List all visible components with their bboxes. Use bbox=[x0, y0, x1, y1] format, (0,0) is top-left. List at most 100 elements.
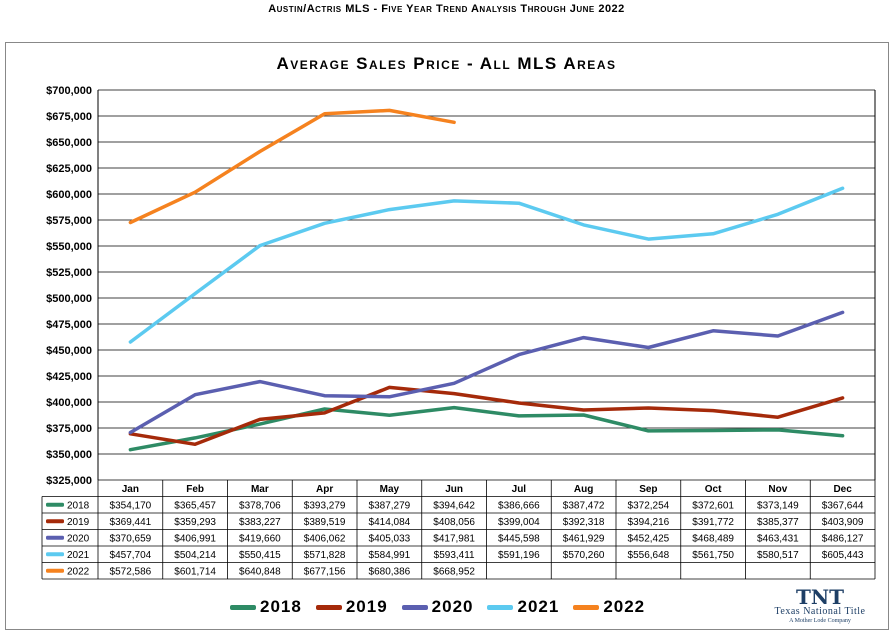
legend-item-2022: 2022 bbox=[573, 597, 645, 617]
y-tick-label: $575,000 bbox=[46, 215, 92, 227]
table-cell: $394,216 bbox=[628, 517, 670, 528]
table-cell: $593,411 bbox=[434, 550, 475, 561]
table-cell: $504,214 bbox=[174, 550, 216, 561]
legend-swatch bbox=[230, 604, 256, 610]
table-cell: $584,991 bbox=[369, 550, 411, 561]
table-cell: $365,457 bbox=[174, 501, 216, 512]
x-tick-label: Mar bbox=[251, 484, 269, 495]
x-tick-label: Apr bbox=[316, 484, 333, 495]
table-cell: $591,196 bbox=[498, 550, 540, 561]
legend-label: 2021 bbox=[517, 597, 560, 616]
x-tick-label: Nov bbox=[768, 484, 787, 495]
table-cell: $367,644 bbox=[822, 501, 864, 512]
table-cell: $668,952 bbox=[433, 567, 475, 578]
legend-label: 2018 bbox=[260, 597, 302, 616]
table-cell: $372,254 bbox=[628, 501, 670, 512]
table-cell: $406,062 bbox=[304, 534, 346, 545]
table-cell: $387,279 bbox=[369, 501, 411, 512]
company-logo: TNT Texas National Title A Mother Lode C… bbox=[765, 585, 875, 625]
data-table: Jan Feb Mar Apr May Jun Jul Aug Sep Oct Nov Dec 2018… bbox=[41, 480, 876, 580]
table-cell: $386,666 bbox=[498, 501, 540, 512]
y-tick-label: $675,000 bbox=[46, 111, 92, 123]
series-line-2022 bbox=[128, 108, 456, 225]
table-cell: $417,981 bbox=[433, 534, 475, 545]
table-cell: $601,714 bbox=[174, 567, 216, 578]
y-tick-label: $600,000 bbox=[46, 189, 92, 201]
legend-swatch bbox=[573, 604, 600, 610]
table-row-swatch-2020 bbox=[46, 535, 64, 540]
table-cell: $414,084 bbox=[369, 517, 411, 528]
table-cell: $373,149 bbox=[757, 501, 799, 512]
chart-frame bbox=[5, 42, 889, 630]
table-cell: $392,318 bbox=[563, 517, 605, 528]
table-cell: $461,929 bbox=[563, 534, 605, 545]
table-row-label: 2019 bbox=[67, 517, 90, 528]
table-row-label: 2020 bbox=[67, 534, 90, 545]
legend-item-2020: 2020 bbox=[401, 597, 474, 617]
table-cell: $463,431 bbox=[757, 534, 799, 545]
table-cell: $640,848 bbox=[239, 567, 281, 578]
table-cell: $570,260 bbox=[563, 550, 605, 561]
legend-swatch bbox=[487, 604, 514, 610]
table-cell: $391,772 bbox=[692, 517, 734, 528]
table-cell: $354,170 bbox=[110, 501, 152, 512]
y-tick-label: $550,000 bbox=[46, 241, 92, 253]
chart-grid bbox=[97, 89, 876, 481]
table-row-label: 2018 bbox=[67, 501, 90, 512]
y-tick-label: $375,000 bbox=[46, 423, 92, 435]
legend-label: 2020 bbox=[431, 597, 474, 616]
table-cell: $387,472 bbox=[563, 501, 605, 512]
y-tick-label: $525,000 bbox=[46, 267, 92, 279]
x-tick-label: May bbox=[380, 484, 400, 495]
y-tick-label: $325,000 bbox=[46, 475, 92, 487]
legend-item-2018: 2018 bbox=[230, 597, 302, 617]
table-cell: $452,425 bbox=[628, 534, 670, 545]
x-tick-label: Feb bbox=[186, 484, 204, 495]
x-tick-label: Sep bbox=[639, 484, 657, 495]
table-row-label: 2021 bbox=[67, 550, 90, 561]
y-tick-label: $500,000 bbox=[46, 293, 92, 305]
x-tick-label: Aug bbox=[574, 484, 593, 495]
y-axis-tick-labels: $325,000 $350,000 $375,000 $400,000 $425,000… bbox=[46, 85, 92, 487]
legend-swatch bbox=[401, 604, 428, 610]
table-cell: $561,750 bbox=[692, 550, 734, 561]
y-tick-label: $650,000 bbox=[46, 137, 92, 149]
y-tick-label: $475,000 bbox=[46, 319, 92, 331]
logo-name: Texas National Title bbox=[774, 606, 866, 617]
legend-label: 2019 bbox=[345, 597, 388, 616]
table-cell: $372,601 bbox=[692, 501, 734, 512]
table-cell: $550,415 bbox=[239, 550, 281, 561]
series-line-2020 bbox=[128, 310, 845, 435]
table-cell: $556,648 bbox=[628, 550, 670, 561]
chart-legend: 2018 2019 2020 2021 2022 bbox=[230, 597, 645, 617]
table-cell: $572,586 bbox=[110, 567, 152, 578]
table-cell: $468,489 bbox=[692, 534, 734, 545]
table-cell: $419,660 bbox=[239, 534, 281, 545]
table-row-swatch-2021 bbox=[46, 552, 64, 557]
table-cell: $385,377 bbox=[757, 517, 799, 528]
x-tick-label: Jul bbox=[512, 484, 527, 495]
x-tick-label: Dec bbox=[833, 484, 852, 495]
x-tick-label: Jan bbox=[122, 484, 139, 495]
table-cell: $405,033 bbox=[369, 534, 411, 545]
y-tick-label: $450,000 bbox=[46, 345, 92, 357]
table-cell: $403,909 bbox=[822, 517, 864, 528]
table-row-swatch-2019 bbox=[46, 519, 64, 524]
table-cell: $383,227 bbox=[239, 517, 281, 528]
table-cell: $445,598 bbox=[498, 534, 540, 545]
table-cell: $369,441 bbox=[110, 517, 152, 528]
logo-mark: TNT bbox=[795, 585, 845, 609]
table-cell: $677,156 bbox=[304, 567, 346, 578]
table-cell: $580,517 bbox=[757, 550, 799, 561]
y-tick-label: $400,000 bbox=[46, 397, 92, 409]
table-row-swatch-2018 bbox=[46, 502, 64, 507]
y-tick-label: $425,000 bbox=[46, 371, 92, 383]
series-lines bbox=[128, 108, 845, 452]
table-cell: $605,443 bbox=[822, 550, 864, 561]
series-line-2019 bbox=[128, 385, 845, 447]
series-line-2021 bbox=[128, 186, 845, 344]
legend-swatch bbox=[315, 604, 342, 610]
table-cell: $486,127 bbox=[822, 534, 864, 545]
table-cell: $408,056 bbox=[433, 517, 475, 528]
